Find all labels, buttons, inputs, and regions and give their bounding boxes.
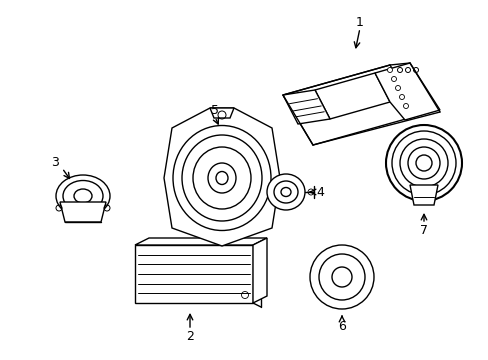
Ellipse shape bbox=[273, 181, 297, 203]
Ellipse shape bbox=[266, 174, 305, 210]
Circle shape bbox=[386, 68, 392, 72]
Text: 4: 4 bbox=[315, 185, 323, 198]
Ellipse shape bbox=[281, 188, 290, 197]
Ellipse shape bbox=[56, 175, 110, 217]
Polygon shape bbox=[163, 108, 280, 246]
Ellipse shape bbox=[74, 189, 92, 203]
Circle shape bbox=[395, 86, 400, 90]
Text: 3: 3 bbox=[51, 156, 59, 168]
Circle shape bbox=[385, 125, 461, 201]
Ellipse shape bbox=[207, 163, 236, 193]
Polygon shape bbox=[409, 185, 437, 205]
Circle shape bbox=[399, 139, 447, 187]
Polygon shape bbox=[314, 73, 389, 119]
Text: 5: 5 bbox=[210, 104, 219, 117]
Ellipse shape bbox=[216, 171, 227, 185]
Circle shape bbox=[391, 131, 455, 195]
Polygon shape bbox=[135, 238, 266, 245]
Ellipse shape bbox=[173, 126, 270, 230]
Text: 1: 1 bbox=[355, 15, 363, 28]
Polygon shape bbox=[374, 63, 439, 120]
Polygon shape bbox=[135, 245, 252, 303]
Circle shape bbox=[415, 155, 431, 171]
Circle shape bbox=[318, 254, 364, 300]
Ellipse shape bbox=[182, 135, 262, 221]
Polygon shape bbox=[283, 65, 419, 145]
Polygon shape bbox=[60, 202, 106, 222]
Circle shape bbox=[407, 147, 439, 179]
Circle shape bbox=[403, 104, 407, 108]
Text: 6: 6 bbox=[337, 320, 345, 333]
Ellipse shape bbox=[63, 180, 103, 212]
Polygon shape bbox=[209, 108, 234, 118]
Circle shape bbox=[331, 267, 351, 287]
Circle shape bbox=[399, 95, 404, 99]
Polygon shape bbox=[252, 238, 266, 303]
Text: 7: 7 bbox=[419, 224, 427, 237]
Polygon shape bbox=[283, 90, 329, 124]
Circle shape bbox=[391, 77, 396, 81]
Ellipse shape bbox=[193, 147, 250, 209]
Text: 2: 2 bbox=[185, 329, 194, 342]
Circle shape bbox=[309, 245, 373, 309]
